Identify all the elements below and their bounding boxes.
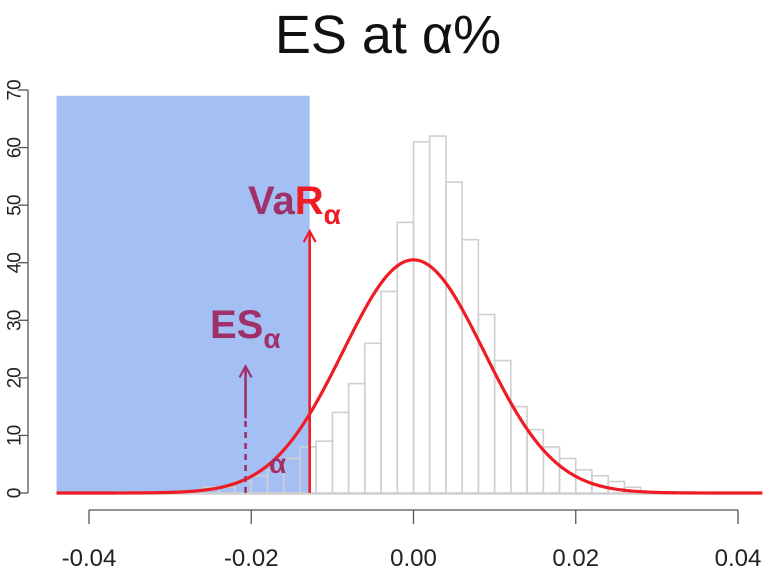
histogram-bar: [364, 342, 382, 494]
histogram-bar: [428, 135, 447, 494]
y-tick-label: 10: [5, 425, 26, 446]
histogram-bar: [445, 181, 463, 494]
var-arrow-icon: [302, 228, 317, 243]
chart-title: ES at α%: [274, 5, 502, 65]
y-tick-label: 40: [5, 252, 26, 273]
density-curve: [56, 258, 763, 495]
x-tick-label: -0.02: [224, 545, 279, 572]
y-tick-label: 20: [5, 367, 26, 388]
y-tick-label: 50: [5, 195, 26, 216]
y-tick-label: 60: [5, 137, 26, 158]
y-tick-label: 30: [5, 310, 26, 331]
histogram-bar: [380, 290, 399, 494]
histogram-bar: [412, 141, 431, 494]
x-tick-label: 0.00: [390, 545, 437, 572]
es-arrow-icon: [238, 364, 253, 378]
histogram-bar: [461, 238, 480, 494]
x-tick-label: 0.04: [715, 545, 762, 572]
y-tick-label: 70: [5, 79, 26, 100]
alpha-label: α: [269, 448, 286, 479]
histogram-bar: [331, 411, 350, 494]
histogram-bar: [347, 382, 366, 494]
x-tick-label: -0.04: [62, 545, 117, 572]
var-label: VaRα: [248, 179, 341, 230]
histogram-bar: [477, 313, 496, 494]
x-tick-label: 0.02: [552, 545, 599, 572]
y-tick-label: 0: [5, 488, 26, 499]
histogram-bar: [315, 440, 334, 494]
es-label: ESα: [210, 303, 281, 354]
shaded-tail-region: [56, 95, 310, 493]
